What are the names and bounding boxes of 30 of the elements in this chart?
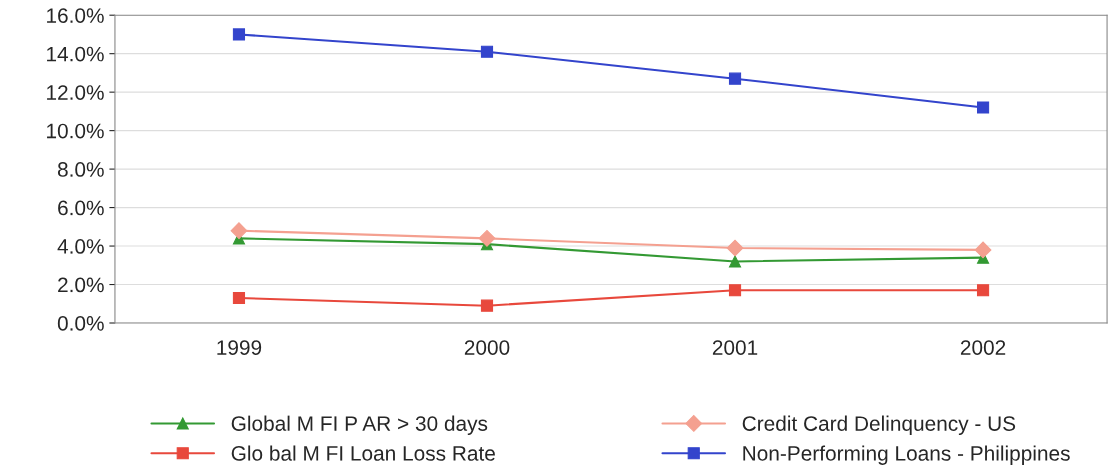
point — [478, 229, 496, 247]
point — [726, 239, 744, 257]
x-tick-label: 2001 — [712, 340, 758, 355]
y-tick-label: 12.0% — [47, 85, 104, 100]
point — [974, 241, 992, 259]
point — [480, 45, 494, 58]
legend-label: Credit Card Delinquency - US — [742, 415, 1016, 436]
point — [232, 291, 246, 305]
legend-label: Glo bal M FI Loan Loss Rate — [231, 445, 495, 461]
point — [480, 299, 494, 312]
point — [976, 284, 990, 297]
legend-label: Global M FI P AR > 30 days — [231, 415, 488, 436]
y-tick-label: 10.0% — [47, 123, 104, 139]
point — [230, 222, 248, 240]
x-tick-label: 2002 — [960, 340, 1006, 355]
y-tick-label: 4.0% — [57, 239, 104, 254]
y-tick-label: 14.0% — [47, 46, 104, 62]
x-tick-label: 2000 — [464, 340, 510, 355]
x-tick-label: 1999 — [217, 340, 262, 355]
point — [728, 255, 742, 268]
y-tick-label: 2.0% — [58, 277, 104, 293]
y-tick-label: 8.0% — [57, 162, 104, 177]
point — [728, 284, 742, 297]
legend-label: Non-Performing Loans - Philippines — [743, 445, 1070, 465]
point — [728, 72, 742, 85]
y-tick-label: 0.0% — [57, 316, 104, 331]
point — [976, 101, 990, 114]
point — [232, 28, 246, 41]
y-tick-label: 6.0% — [58, 200, 104, 216]
y-tick-label: 16.0% — [47, 8, 104, 23]
